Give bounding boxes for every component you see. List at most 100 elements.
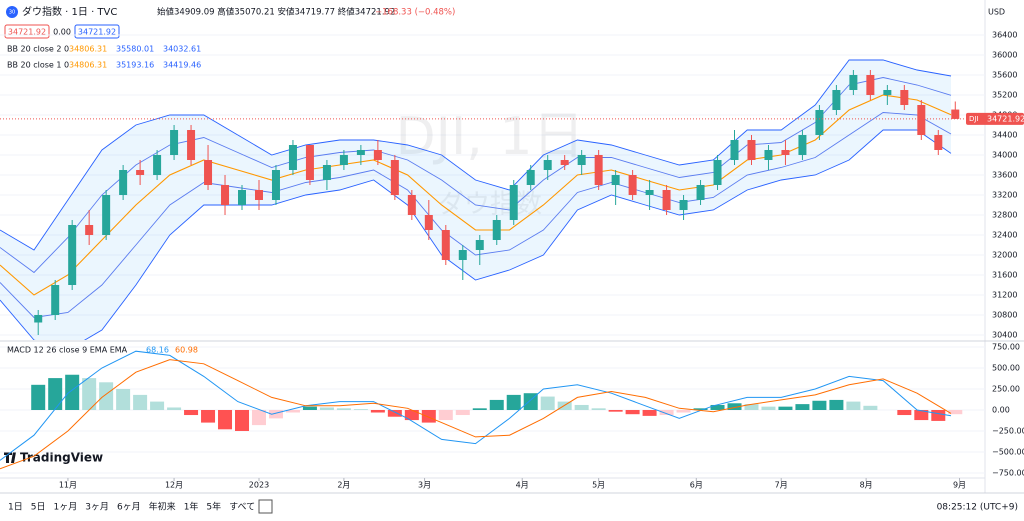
histogram-bar: [540, 396, 555, 410]
histogram-bar: [659, 410, 674, 416]
x-tick-label: 8月: [860, 481, 873, 490]
x-tick-label: 11月: [59, 481, 77, 490]
range-button[interactable]: 6ヶ月: [117, 502, 141, 513]
candle-body: [305, 145, 314, 180]
range-button[interactable]: 5年: [206, 501, 221, 513]
candle-body: [866, 75, 875, 95]
histogram-bar: [404, 410, 419, 421]
buy-price: 34721.92: [78, 28, 116, 37]
y-tick-label: 33200: [992, 191, 1017, 200]
candle-body: [730, 140, 739, 160]
legend-value: 34806.31: [69, 61, 107, 70]
candle-body: [849, 75, 858, 90]
candle-body: [509, 185, 518, 220]
price-tag-value: 34721.92: [987, 114, 1024, 123]
histogram-bar: [710, 404, 725, 410]
y-tick-label: 35200: [992, 91, 1017, 100]
clock: 08:25:12 (UTC+9): [937, 503, 1018, 513]
histogram-bar: [931, 410, 946, 421]
candle-body: [934, 135, 943, 150]
range-button[interactable]: 3ヶ月: [85, 502, 109, 513]
range-button[interactable]: 1ヶ月: [53, 502, 77, 513]
histogram-bar: [846, 401, 861, 410]
histogram-bar: [421, 410, 436, 423]
band-line: [0, 77, 952, 274]
x-tick-label: 2023: [249, 481, 269, 490]
y-tick-label: 35600: [992, 71, 1017, 80]
candle-body: [119, 170, 128, 195]
macd-line: [0, 350, 952, 461]
range-button[interactable]: 5日: [31, 502, 46, 513]
y-tick-label: −250.00: [992, 426, 1024, 435]
histogram-bar: [897, 410, 912, 416]
legend-label: MACD 12 26 close 9 EMA EMA: [7, 346, 128, 355]
histogram-bar: [642, 410, 657, 416]
y-tick-label: 750.00: [992, 343, 1020, 352]
candle-body: [679, 200, 688, 210]
y-tick-label: −750.00: [992, 468, 1024, 477]
candle-body: [713, 160, 722, 185]
y-tick-label: 0.00: [992, 406, 1010, 415]
histogram-bar: [829, 399, 844, 410]
candle-body: [900, 90, 909, 105]
histogram-bar: [99, 382, 114, 410]
legend-value: 35193.16: [116, 61, 154, 70]
y-tick-label: 31600: [992, 271, 1017, 280]
candle-body: [288, 145, 297, 170]
histogram-bar: [133, 394, 148, 410]
candle-body: [917, 105, 926, 135]
x-tick-label: 4月: [516, 481, 529, 490]
y-tick-label: 30400: [992, 331, 1017, 340]
candle-body: [798, 135, 807, 155]
y-tick-label: 36400: [992, 31, 1017, 40]
candle-body: [747, 140, 756, 160]
band-line: [0, 94, 952, 296]
legend-value: 34419.46: [163, 61, 201, 70]
candle-body: [68, 225, 77, 285]
candle-body: [543, 160, 552, 170]
date-range-button[interactable]: [258, 499, 273, 514]
histogram-bar: [218, 410, 233, 430]
histogram-bar: [676, 410, 691, 413]
histogram-bar: [319, 407, 334, 410]
watermark: DJI, 1日: [396, 107, 585, 167]
histogram-bar: [285, 410, 300, 413]
candle-body: [170, 130, 179, 155]
candle-body: [526, 170, 535, 185]
candle-body: [458, 250, 467, 260]
candle-body: [51, 285, 60, 315]
range-button[interactable]: 1年: [184, 501, 199, 513]
histogram-bar: [336, 408, 351, 410]
spread: 0.00: [53, 28, 71, 37]
legend-value: 68.16: [146, 346, 169, 355]
candle-body: [238, 190, 247, 205]
x-tick-label: 12月: [165, 481, 183, 490]
candle-body: [136, 170, 145, 175]
candle-body: [594, 155, 603, 185]
candle-body: [883, 90, 892, 95]
range-button[interactable]: 1日: [8, 502, 23, 513]
logo: TradingView: [20, 451, 103, 465]
band-line: [0, 129, 952, 340]
y-tick-label: 30800: [992, 311, 1017, 320]
histogram-bar: [82, 378, 97, 410]
currency[interactable]: USD: [988, 8, 1005, 17]
candle-body: [645, 190, 654, 195]
candle-body: [221, 185, 230, 205]
symbol-title[interactable]: ダウ指数 · 1日 · TVC: [22, 5, 117, 18]
candle-body: [577, 155, 586, 165]
range-button[interactable]: すべて: [229, 502, 255, 513]
candle-body: [322, 165, 331, 180]
candle-body: [373, 150, 382, 160]
histogram-bar: [506, 394, 521, 410]
histogram-bar: [608, 410, 623, 412]
range-button[interactable]: 年初来: [149, 501, 176, 513]
candle-body: [187, 130, 196, 160]
candle-body: [492, 220, 501, 240]
legend-value: 34806.31: [69, 45, 107, 54]
candle-body: [153, 155, 162, 175]
symbol-icon: [6, 6, 18, 18]
candle-body: [764, 150, 773, 160]
candle-body: [85, 225, 94, 235]
